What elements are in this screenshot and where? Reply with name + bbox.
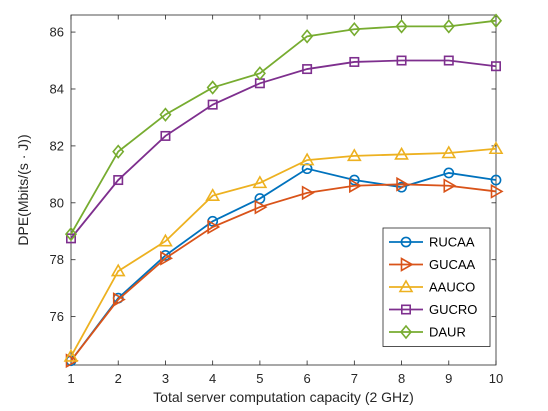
data-point-daur — [442, 19, 455, 34]
x-tick-label: 7 — [351, 371, 358, 386]
y-tick-label: 76 — [50, 309, 64, 324]
data-point-gucaa — [490, 184, 504, 199]
series-rucaa — [65, 163, 502, 367]
legend-swatch-marker — [400, 236, 412, 248]
y-axis-label: DPE(Mbits/(s · J)) — [15, 134, 31, 245]
data-point-gucaa — [112, 292, 126, 307]
series-layer — [63, 13, 504, 369]
data-point-gucro — [349, 56, 360, 67]
data-point-gucaa — [254, 199, 268, 215]
data-point-aauco — [205, 188, 221, 201]
data-point-daur — [301, 29, 314, 44]
y-tick-label: 82 — [50, 138, 64, 153]
legend-item-aauco: AAUCO — [389, 279, 475, 295]
series-gucro — [66, 55, 501, 244]
data-point-gucro — [113, 175, 124, 186]
data-point-daur — [112, 144, 125, 159]
data-point-aauco — [252, 175, 268, 189]
x-tick-label: 8 — [398, 371, 405, 386]
x-tick-label: 4 — [209, 371, 216, 386]
data-point-daur — [64, 226, 78, 242]
x-tick-label: 9 — [445, 371, 452, 386]
series-aauco — [63, 141, 504, 362]
legend-label: RUCAA — [429, 235, 475, 250]
data-point-gucaa — [301, 185, 315, 201]
legend-swatch-marker — [400, 304, 411, 315]
data-point-rucaa — [443, 167, 455, 179]
legend-label: AAUCO — [429, 280, 475, 295]
data-point-daur — [489, 13, 503, 28]
legend-swatch-marker — [399, 324, 413, 340]
series-line-aauco — [70, 147, 497, 357]
series-line-gucaa — [70, 183, 497, 362]
x-tick-label: 1 — [67, 371, 74, 386]
legend-swatch-marker — [400, 257, 414, 272]
series-line-daur — [70, 19, 497, 235]
data-point-gucro — [490, 61, 501, 72]
data-point-gucro — [443, 55, 454, 66]
data-point-gucro — [66, 233, 77, 244]
y-tick-label: 86 — [50, 25, 64, 40]
series-line-gucro — [70, 59, 497, 239]
data-point-aauco — [488, 141, 504, 155]
data-point-daur — [206, 80, 219, 95]
data-point-gucro — [396, 55, 407, 66]
legend: RUCAA GUCAA AAUCO GUCRO DAUR — [382, 227, 491, 347]
data-point-daur — [159, 107, 172, 122]
data-point-gucaa — [160, 250, 174, 266]
legend-label: GUCAA — [429, 257, 476, 272]
data-point-aauco — [394, 146, 409, 160]
data-point-aauco — [441, 145, 457, 159]
data-point-gucaa — [207, 219, 221, 235]
data-point-aauco — [299, 152, 315, 166]
data-point-gucaa — [349, 178, 362, 194]
data-point-daur — [253, 66, 266, 81]
series-line-rucaa — [70, 167, 497, 362]
data-point-gucro — [207, 99, 218, 110]
legend-swatch-marker — [398, 279, 414, 293]
data-point-rucaa — [490, 174, 502, 186]
y-tick-label: 80 — [50, 195, 64, 210]
data-point-gucro — [160, 130, 171, 141]
series-daur — [64, 13, 503, 242]
data-point-daur — [348, 21, 361, 37]
data-point-aauco — [63, 348, 79, 362]
legend-item-daur: DAUR — [389, 325, 466, 340]
x-tick-label: 6 — [303, 371, 310, 386]
legend-label: DAUR — [429, 325, 466, 340]
y-tick-label: 78 — [50, 252, 64, 267]
x-tick-label: 3 — [162, 371, 169, 386]
x-tick-label: 5 — [256, 371, 263, 386]
data-point-gucaa — [443, 178, 457, 194]
x-tick-label: 2 — [115, 371, 122, 386]
data-point-aauco — [158, 233, 173, 247]
series-gucaa — [65, 176, 504, 369]
x-axis-label: Total server computation capacity (2 GHz… — [153, 389, 414, 405]
data-point-gucro — [302, 64, 313, 75]
data-point-aauco — [346, 148, 362, 162]
legend-label: GUCRO — [429, 302, 477, 317]
legend-item-gucaa: GUCAA — [389, 257, 476, 272]
legend-item-rucaa: RUCAA — [389, 235, 475, 250]
data-point-daur — [395, 19, 408, 34]
x-tick-label: 10 — [489, 371, 503, 386]
y-tick-label: 84 — [50, 81, 64, 96]
legend-item-gucro: GUCRO — [389, 302, 477, 317]
data-point-aauco — [110, 263, 126, 277]
data-point-gucaa — [396, 176, 410, 192]
